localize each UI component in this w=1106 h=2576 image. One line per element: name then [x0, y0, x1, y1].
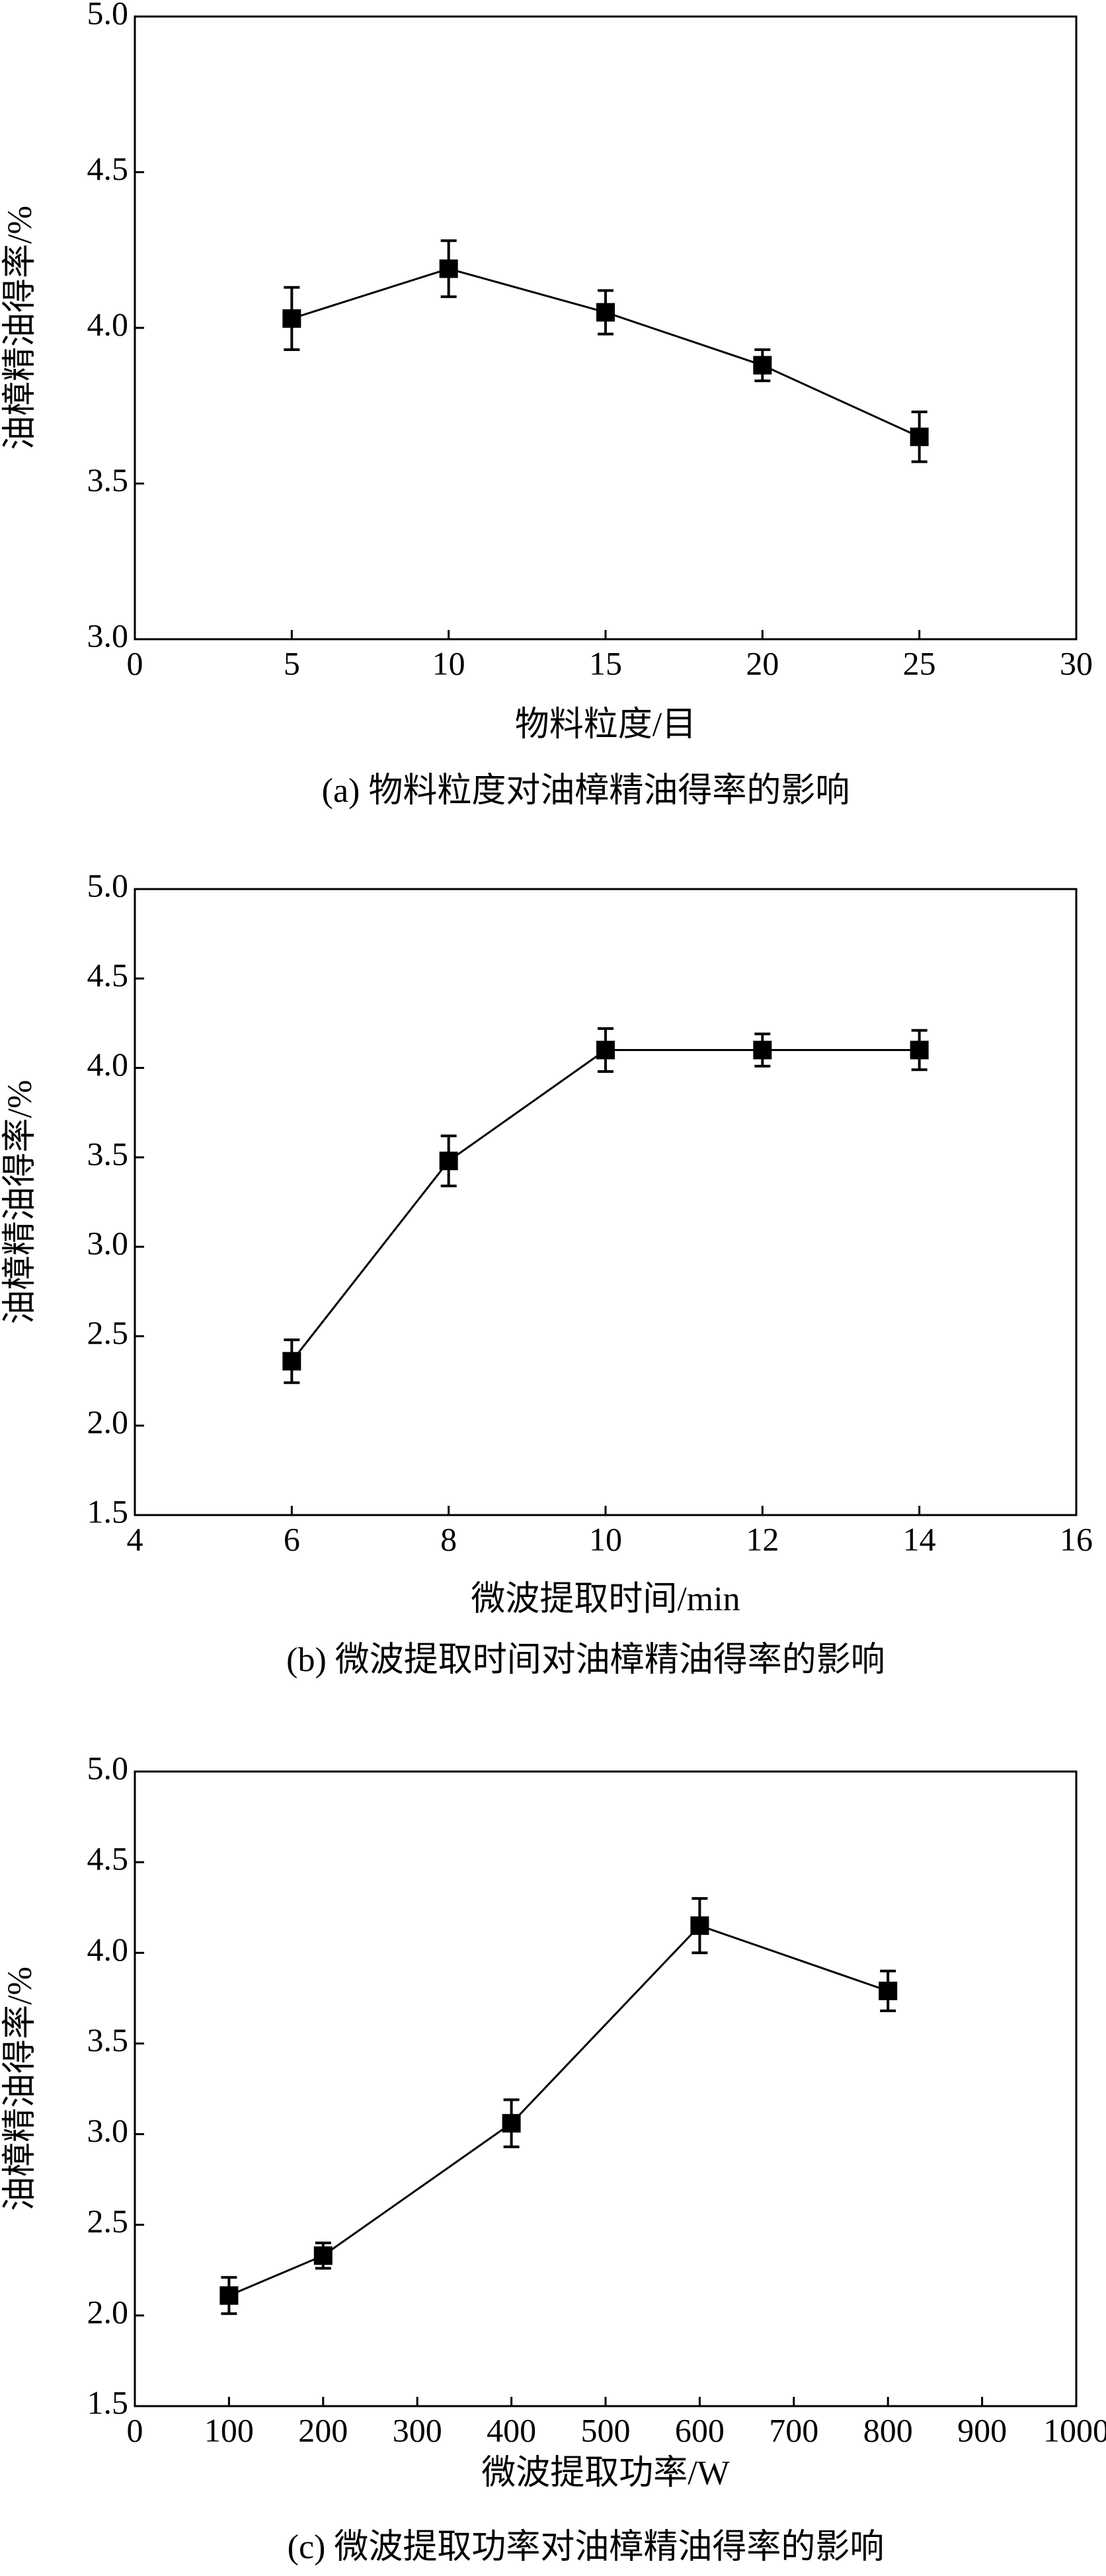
x-tick-label: 200: [298, 2411, 348, 2448]
plot-frame: [134, 888, 1078, 1516]
data-point: [879, 1981, 898, 2000]
y-tick-label: 4.5: [87, 956, 129, 994]
data-point: [596, 1040, 615, 1060]
x-tick-label: 300: [393, 2411, 442, 2448]
data-point: [439, 259, 458, 278]
x-tick-label: 15: [589, 644, 622, 682]
y-tick-label: 5.0: [87, 1749, 129, 1786]
y-tick-label: 3.0: [87, 1225, 129, 1262]
x-tick-label: 600: [675, 2411, 725, 2448]
y-tick-label: 3.0: [87, 617, 129, 654]
x-tick-label: 400: [487, 2411, 536, 2448]
data-point: [313, 2246, 333, 2265]
x-tick-label: 0: [127, 644, 143, 682]
data-point: [910, 427, 929, 446]
x-tick-label: 500: [581, 2411, 631, 2448]
y-tick-label: 5.0: [87, 867, 129, 904]
x-tick-label: 900: [957, 2411, 1007, 2448]
y-tick-label: 3.5: [87, 2021, 129, 2058]
chart-caption: (b) 微波提取时间对油樟精油得率的影响: [286, 1641, 885, 1679]
x-tick-label: 1000: [1043, 2411, 1106, 2448]
x-tick-label: 5: [284, 644, 300, 682]
plot-frame: [134, 1770, 1078, 2407]
x-tick-label: 20: [746, 644, 779, 682]
y-tick-label: 4.0: [87, 1931, 129, 1968]
y-axis-label: 油樟精油得率/%: [1, 206, 39, 450]
x-tick-label: 10: [589, 1520, 622, 1557]
data-point: [753, 356, 772, 375]
y-tick-label: 1.5: [87, 2384, 129, 2421]
y-tick-label: 2.0: [87, 1403, 129, 1440]
x-tick-label: 6: [284, 1520, 300, 1557]
x-axis-label: 微波提取功率/W: [481, 2454, 730, 2492]
x-tick-label: 800: [863, 2411, 913, 2448]
y-tick-label: 1.5: [87, 1493, 129, 1530]
x-tick-label: 10: [432, 644, 465, 682]
x-tick-label: 0: [127, 2411, 143, 2448]
chart-caption: (c) 微波提取功率对油樟精油得率的影响: [288, 2528, 885, 2566]
y-tick-label: 4.5: [87, 1840, 129, 1877]
data-point: [910, 1040, 929, 1060]
series-line: [228, 1924, 889, 2297]
y-tick-label: 3.5: [87, 1135, 129, 1172]
y-tick-label: 2.5: [87, 1314, 129, 1351]
data-point: [439, 1151, 458, 1171]
y-tick-label: 3.5: [87, 461, 129, 498]
data-point: [753, 1040, 772, 1060]
y-tick-label: 3.0: [87, 2112, 129, 2149]
y-axis-label: 油樟精油得率/%: [1, 1967, 39, 2211]
x-tick-label: 14: [903, 1520, 936, 1557]
x-tick-label: 8: [440, 1520, 457, 1557]
x-axis-label: 微波提取时间/min: [471, 1581, 740, 1618]
data-point: [219, 2286, 239, 2305]
x-tick-label: 30: [1060, 644, 1093, 682]
x-tick-label: 100: [204, 2411, 254, 2448]
data-point: [282, 309, 301, 328]
data-point: [596, 303, 615, 322]
data-point: [282, 1352, 301, 1371]
data-point: [502, 2114, 521, 2133]
y-tick-label: 4.0: [87, 305, 129, 342]
y-tick-label: 2.0: [87, 2293, 129, 2330]
y-tick-label: 4.5: [87, 150, 129, 187]
x-tick-label: 12: [746, 1520, 779, 1557]
chart-caption: (a) 物料粒度对油樟精油得率的影响: [322, 772, 850, 810]
y-tick-label: 4.0: [87, 1046, 129, 1083]
x-axis-label: 物料粒度/目: [515, 706, 696, 744]
series-line: [291, 1049, 920, 1362]
x-tick-label: 4: [127, 1520, 143, 1557]
x-tick-label: 25: [903, 644, 936, 682]
y-tick-label: 2.5: [87, 2203, 129, 2240]
data-point: [690, 1916, 709, 1935]
x-tick-label: 16: [1060, 1520, 1093, 1557]
y-axis-label: 油樟精油得率/%: [1, 1080, 39, 1325]
y-tick-label: 5.0: [87, 0, 129, 31]
x-tick-label: 700: [769, 2411, 818, 2448]
